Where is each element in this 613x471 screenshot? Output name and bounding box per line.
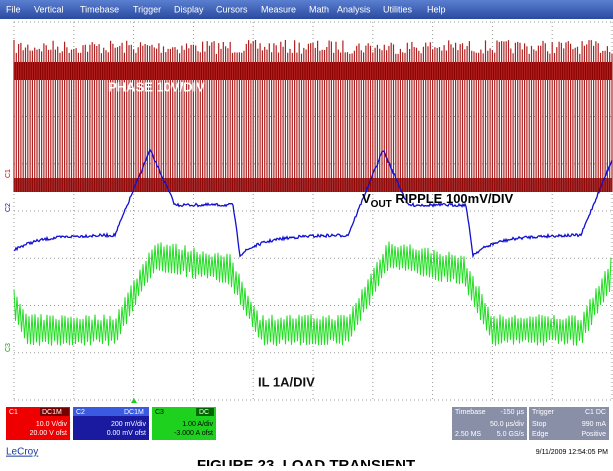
trigger-source: C1 DC: [585, 409, 606, 416]
vout-label: VOUT RIPPLE 100mV/DIV: [362, 191, 513, 209]
c3-vdiv: 1.00 A/div: [182, 421, 213, 428]
c3-name: C3: [155, 409, 164, 416]
c1-marker: C1: [5, 169, 12, 178]
trigger-slope: Positive: [581, 431, 606, 438]
c1-coupling: DC1M: [42, 409, 62, 416]
c2-tag: [73, 407, 149, 416]
menu-item[interactable]: Utilities: [383, 4, 413, 14]
c1-tag: [40, 408, 69, 416]
timebase-samples: 2.50 MS: [455, 431, 481, 438]
trigger-mode: Stop: [532, 421, 547, 428]
vout-trace: [13, 148, 613, 259]
menu-item[interactable]: File: [6, 4, 21, 14]
c2-vdiv: 200 mV/div: [111, 421, 147, 428]
menu-item[interactable]: Trigger: [133, 4, 161, 14]
trigger-type: Edge: [532, 431, 548, 438]
c3-offset: -3.000 A ofst: [174, 430, 213, 437]
trigger-marker: [131, 398, 137, 403]
c2-marker: C2: [5, 203, 12, 212]
c3-coupling: DC: [199, 409, 209, 416]
phase-trace: [13, 40, 613, 192]
trigger-level: 990 mA: [582, 421, 606, 428]
timebase-box[interactable]: [452, 407, 527, 440]
il-trace: [13, 241, 612, 347]
timebase-tdiv: 50.0 µs/div: [490, 421, 524, 428]
c1-name: C1: [9, 409, 18, 416]
c1-vdiv: 10.0 V/div: [36, 421, 68, 428]
c1-offset: 20.00 V ofst: [30, 430, 67, 437]
menu-item[interactable]: Analysis: [337, 4, 371, 14]
menu-item[interactable]: Measure: [261, 4, 296, 14]
timebase-rate: 5.0 GS/s: [497, 431, 525, 438]
timebase-delay: -150 µs: [501, 409, 525, 416]
caption: FIGURE 23. LOAD TRANSIENT: [197, 457, 415, 466]
il-label: IL 1A/DIV: [258, 374, 315, 389]
menu-item[interactable]: Timebase: [80, 4, 119, 14]
trigger-title: Trigger: [532, 409, 555, 416]
phase-label: PHASE 10V/DIV: [108, 79, 205, 94]
menu-item[interactable]: Math: [309, 4, 329, 14]
c2-name: C2: [76, 409, 85, 416]
menu-bar: [0, 0, 613, 19]
c3-tag: [196, 408, 214, 416]
c2-offset: 0.00 mV ofst: [107, 430, 146, 437]
timebase-title: Timebase: [455, 409, 486, 416]
menu-item[interactable]: Help: [427, 4, 446, 14]
menu-item[interactable]: Cursors: [216, 4, 248, 14]
brand: LeCroy: [6, 447, 38, 458]
trigger-box[interactable]: [529, 407, 609, 440]
c2-coupling: DC1M: [124, 409, 144, 416]
menu-item[interactable]: Vertical: [34, 4, 64, 14]
c3-marker: C3: [5, 343, 12, 352]
timestamp: 9/11/2009 12:54:05 PM: [536, 449, 608, 456]
menu-item[interactable]: Display: [174, 4, 204, 14]
phase-trace-band: [14, 178, 612, 192]
